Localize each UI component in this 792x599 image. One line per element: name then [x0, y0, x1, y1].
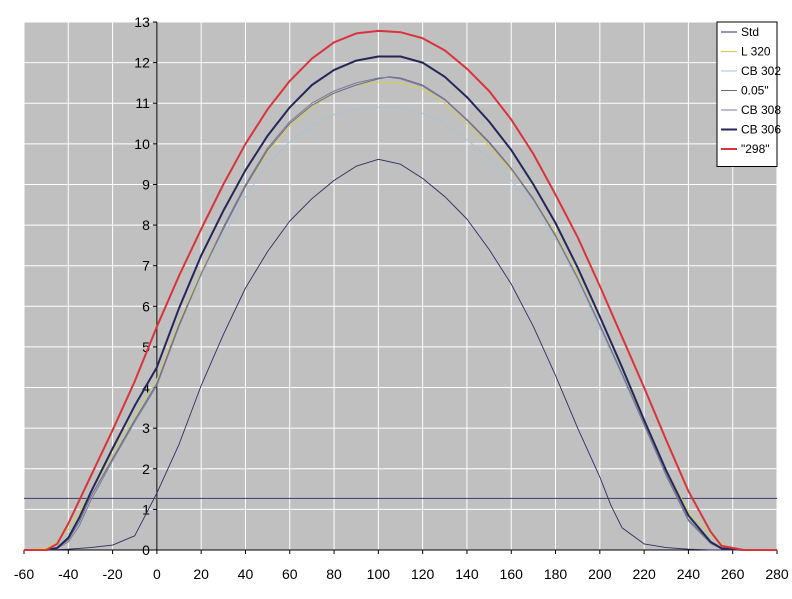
- legend-label: "298": [741, 142, 770, 156]
- x-tick-label: 180: [544, 566, 568, 582]
- x-tick-label: -20: [102, 566, 122, 582]
- x-tick-label: 220: [632, 566, 656, 582]
- y-tick-label: 2: [142, 461, 150, 477]
- legend-label: CB 302: [741, 64, 781, 78]
- x-tick-label: 140: [455, 566, 479, 582]
- legend-label: Std: [741, 25, 759, 39]
- legend-box: [716, 21, 778, 167]
- series-line: [24, 158, 777, 551]
- y-tick-label: 5: [142, 339, 150, 355]
- legend-label: L 320: [741, 45, 771, 59]
- y-tick-label: 7: [142, 258, 150, 274]
- x-tick-label: 40: [238, 566, 254, 582]
- x-tick-label: 120: [411, 566, 435, 582]
- x-tick-label: 160: [500, 566, 524, 582]
- legend: Std L 320 CB 302 0.05" CB 308 CB 306 "298": [716, 21, 781, 167]
- x-tick-label: 20: [193, 566, 209, 582]
- x-tick-label: 60: [282, 566, 298, 582]
- y-tick-label: 8: [142, 217, 150, 233]
- legend-label: CB 306: [741, 123, 781, 137]
- x-tick-label: 260: [721, 566, 745, 582]
- series-lines: [23, 29, 777, 551]
- x-tick-label: 240: [677, 566, 701, 582]
- legend-label: 0.05": [741, 84, 769, 98]
- x-tick-label: -40: [58, 566, 78, 582]
- x-tick-label: 100: [367, 566, 391, 582]
- legend-label: CB 308: [741, 103, 781, 117]
- y-tick-label: 12: [134, 55, 150, 71]
- x-tick-label: 80: [326, 566, 342, 582]
- y-tick-label: 6: [142, 298, 150, 314]
- x-tick-label: 280: [765, 566, 789, 582]
- y-tick-label: 0: [142, 542, 150, 558]
- y-tick-label: 13: [134, 14, 150, 30]
- y-tick-label: 3: [142, 420, 150, 436]
- y-tick-label: 10: [134, 136, 150, 152]
- y-tick-label: 9: [142, 176, 150, 192]
- x-tick-label: 200: [588, 566, 612, 582]
- x-tick-label: -60: [14, 566, 34, 582]
- series-line: [24, 76, 777, 551]
- x-tick-label: 0: [153, 566, 161, 582]
- y-tick-label: 11: [135, 95, 150, 111]
- series-line: [24, 55, 777, 551]
- plot-area: [24, 22, 777, 550]
- series-line: [24, 29, 777, 551]
- y-tick-label: 1: [142, 501, 150, 517]
